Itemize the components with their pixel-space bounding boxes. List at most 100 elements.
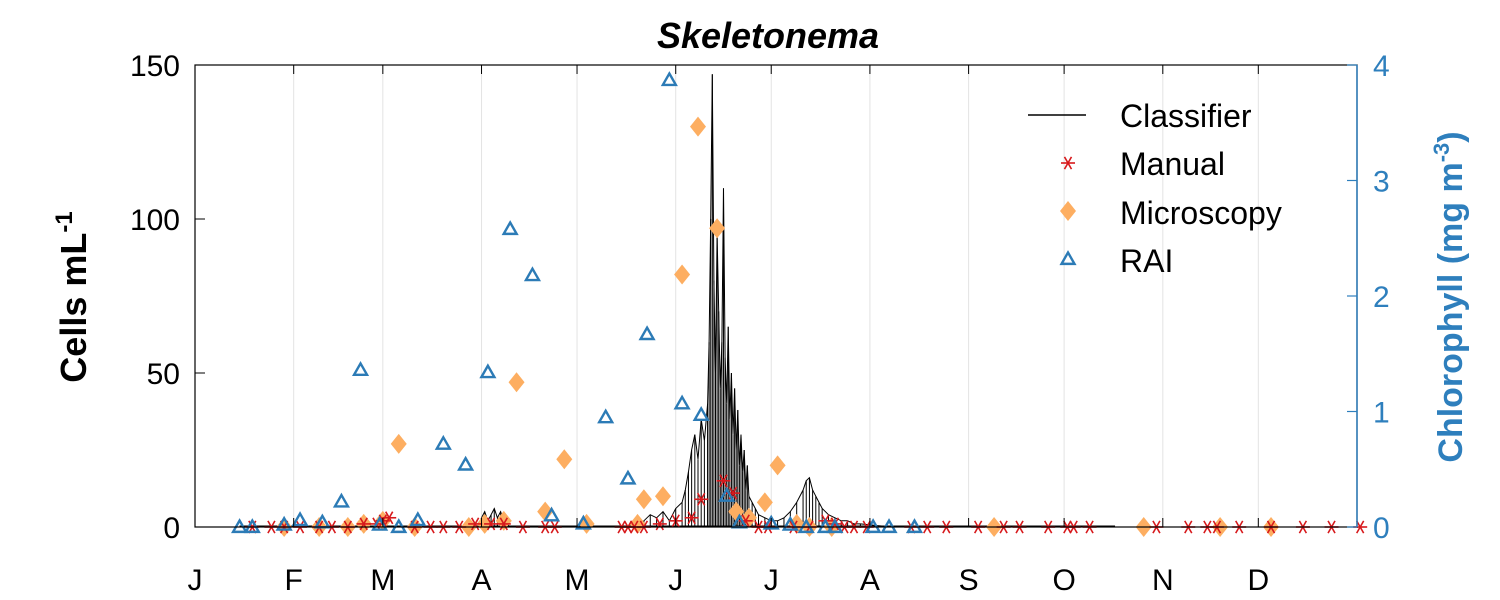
rai-point bbox=[905, 518, 924, 534]
rai-point bbox=[880, 518, 898, 534]
microscopy-point bbox=[769, 455, 786, 476]
y-tick-label-left: 100 bbox=[130, 204, 180, 237]
manual-stroke bbox=[359, 517, 368, 531]
legend-label-manual: Manual bbox=[1120, 146, 1225, 182]
y-tick-label-right: 1 bbox=[1373, 397, 1390, 430]
manual-stroke bbox=[719, 474, 728, 488]
x-tick-label: J bbox=[188, 564, 203, 597]
legend-microscopy-symbol bbox=[1060, 201, 1076, 221]
legend-item-microscopy: Microscopy bbox=[1060, 195, 1282, 231]
manual-stroke bbox=[1355, 520, 1365, 534]
manual-stroke bbox=[687, 511, 696, 525]
microscopy-point bbox=[495, 510, 512, 531]
manual-point bbox=[382, 511, 397, 525]
manual-stroke bbox=[655, 517, 664, 531]
legend-item-classifier: Classifier bbox=[1028, 98, 1252, 134]
manual-point bbox=[684, 511, 699, 525]
microscopy-point bbox=[756, 492, 773, 513]
x-tick-label: D bbox=[1247, 564, 1269, 597]
manual-stroke bbox=[486, 517, 496, 531]
manual-point bbox=[496, 517, 511, 531]
x-tick-label: M bbox=[370, 564, 395, 597]
microscopy-point bbox=[537, 501, 554, 522]
rai-point bbox=[434, 434, 452, 450]
legend-marker-rai bbox=[1059, 250, 1077, 266]
microscopy-point bbox=[635, 489, 652, 510]
classifier-line bbox=[477, 74, 893, 528]
rai-point bbox=[275, 515, 293, 531]
rai-point bbox=[762, 514, 780, 530]
manual-point bbox=[356, 517, 371, 531]
legend: Classifier Manual Microscopy RAI bbox=[1028, 98, 1282, 279]
microscopy-point bbox=[654, 486, 671, 507]
y-axis-right-label: Chlorophyll (mg m-3) bbox=[1429, 131, 1470, 462]
marker-layer bbox=[231, 71, 1368, 537]
legend-manual-symbol bbox=[1061, 156, 1075, 170]
x-tick-label: F bbox=[285, 564, 303, 597]
rai-point bbox=[660, 71, 678, 87]
rai-point bbox=[243, 518, 261, 534]
microscopy-point bbox=[674, 264, 691, 285]
y-axis-left-label: Cells mL-1 bbox=[51, 211, 94, 382]
microscopy-point bbox=[690, 116, 707, 137]
legend-rai-symbol bbox=[1059, 250, 1077, 266]
classifier-series bbox=[239, 74, 1116, 528]
legend-label-microscopy: Microscopy bbox=[1120, 195, 1282, 231]
rai-point bbox=[718, 486, 736, 502]
y-axis-left: 0 50 100 150 bbox=[130, 50, 205, 545]
x-tick-label: S bbox=[959, 564, 979, 597]
manual-point bbox=[694, 492, 709, 506]
rai-point bbox=[523, 266, 542, 282]
microscopy-point bbox=[556, 449, 573, 470]
manual-stroke bbox=[696, 492, 706, 506]
y-tick-label-right: 0 bbox=[1373, 512, 1390, 545]
manual-stroke bbox=[499, 517, 508, 531]
legend-item-rai: RAI bbox=[1059, 243, 1173, 279]
rai-point bbox=[501, 220, 519, 236]
rai-point bbox=[673, 394, 691, 410]
rai-point bbox=[797, 518, 815, 534]
rai-point bbox=[619, 469, 637, 485]
x-tick-label: J bbox=[764, 564, 779, 597]
rai-point bbox=[351, 361, 370, 376]
legend-label-rai: RAI bbox=[1120, 243, 1173, 279]
manual-stroke bbox=[830, 517, 840, 531]
rai-point bbox=[638, 325, 656, 341]
manual-stroke bbox=[470, 517, 480, 531]
y-axis-right: 0 1 2 3 4 bbox=[1347, 50, 1390, 545]
manual-point bbox=[716, 474, 731, 488]
manual-point bbox=[652, 517, 667, 531]
y-tick-label-left: 150 bbox=[130, 50, 180, 83]
manual-point bbox=[484, 517, 499, 531]
rai-point bbox=[332, 492, 351, 508]
x-tick-label: J bbox=[668, 564, 683, 597]
legend-label-classifier: Classifier bbox=[1120, 98, 1252, 134]
rai-point bbox=[597, 408, 615, 424]
x-tick-label: O bbox=[1052, 564, 1075, 597]
microscopy-point bbox=[709, 218, 726, 239]
manual-point bbox=[827, 517, 842, 531]
y-tick-label-right: 3 bbox=[1373, 166, 1390, 199]
rai-point bbox=[781, 515, 799, 531]
rai-point bbox=[231, 518, 249, 534]
manual-stroke bbox=[385, 511, 394, 525]
legend-marker-manual bbox=[1061, 156, 1075, 170]
y-tick-label-left: 0 bbox=[163, 512, 180, 545]
legend-item-manual: Manual bbox=[1061, 146, 1225, 182]
y-tick-label-right: 4 bbox=[1373, 50, 1390, 83]
rai-point bbox=[542, 506, 561, 522]
rai-point bbox=[826, 518, 844, 534]
microscopy-point bbox=[390, 433, 407, 454]
rai-point bbox=[479, 363, 497, 379]
rai-point bbox=[574, 514, 592, 530]
y-tick-label-left: 50 bbox=[147, 358, 180, 391]
manual-stroke bbox=[1063, 156, 1073, 170]
rai-point bbox=[390, 518, 408, 534]
legend-marker-microscopy bbox=[1060, 201, 1076, 221]
x-tick-label: A bbox=[472, 564, 492, 597]
rai-point bbox=[692, 406, 710, 422]
x-tick-label: M bbox=[565, 564, 590, 597]
manual-point bbox=[468, 517, 483, 531]
